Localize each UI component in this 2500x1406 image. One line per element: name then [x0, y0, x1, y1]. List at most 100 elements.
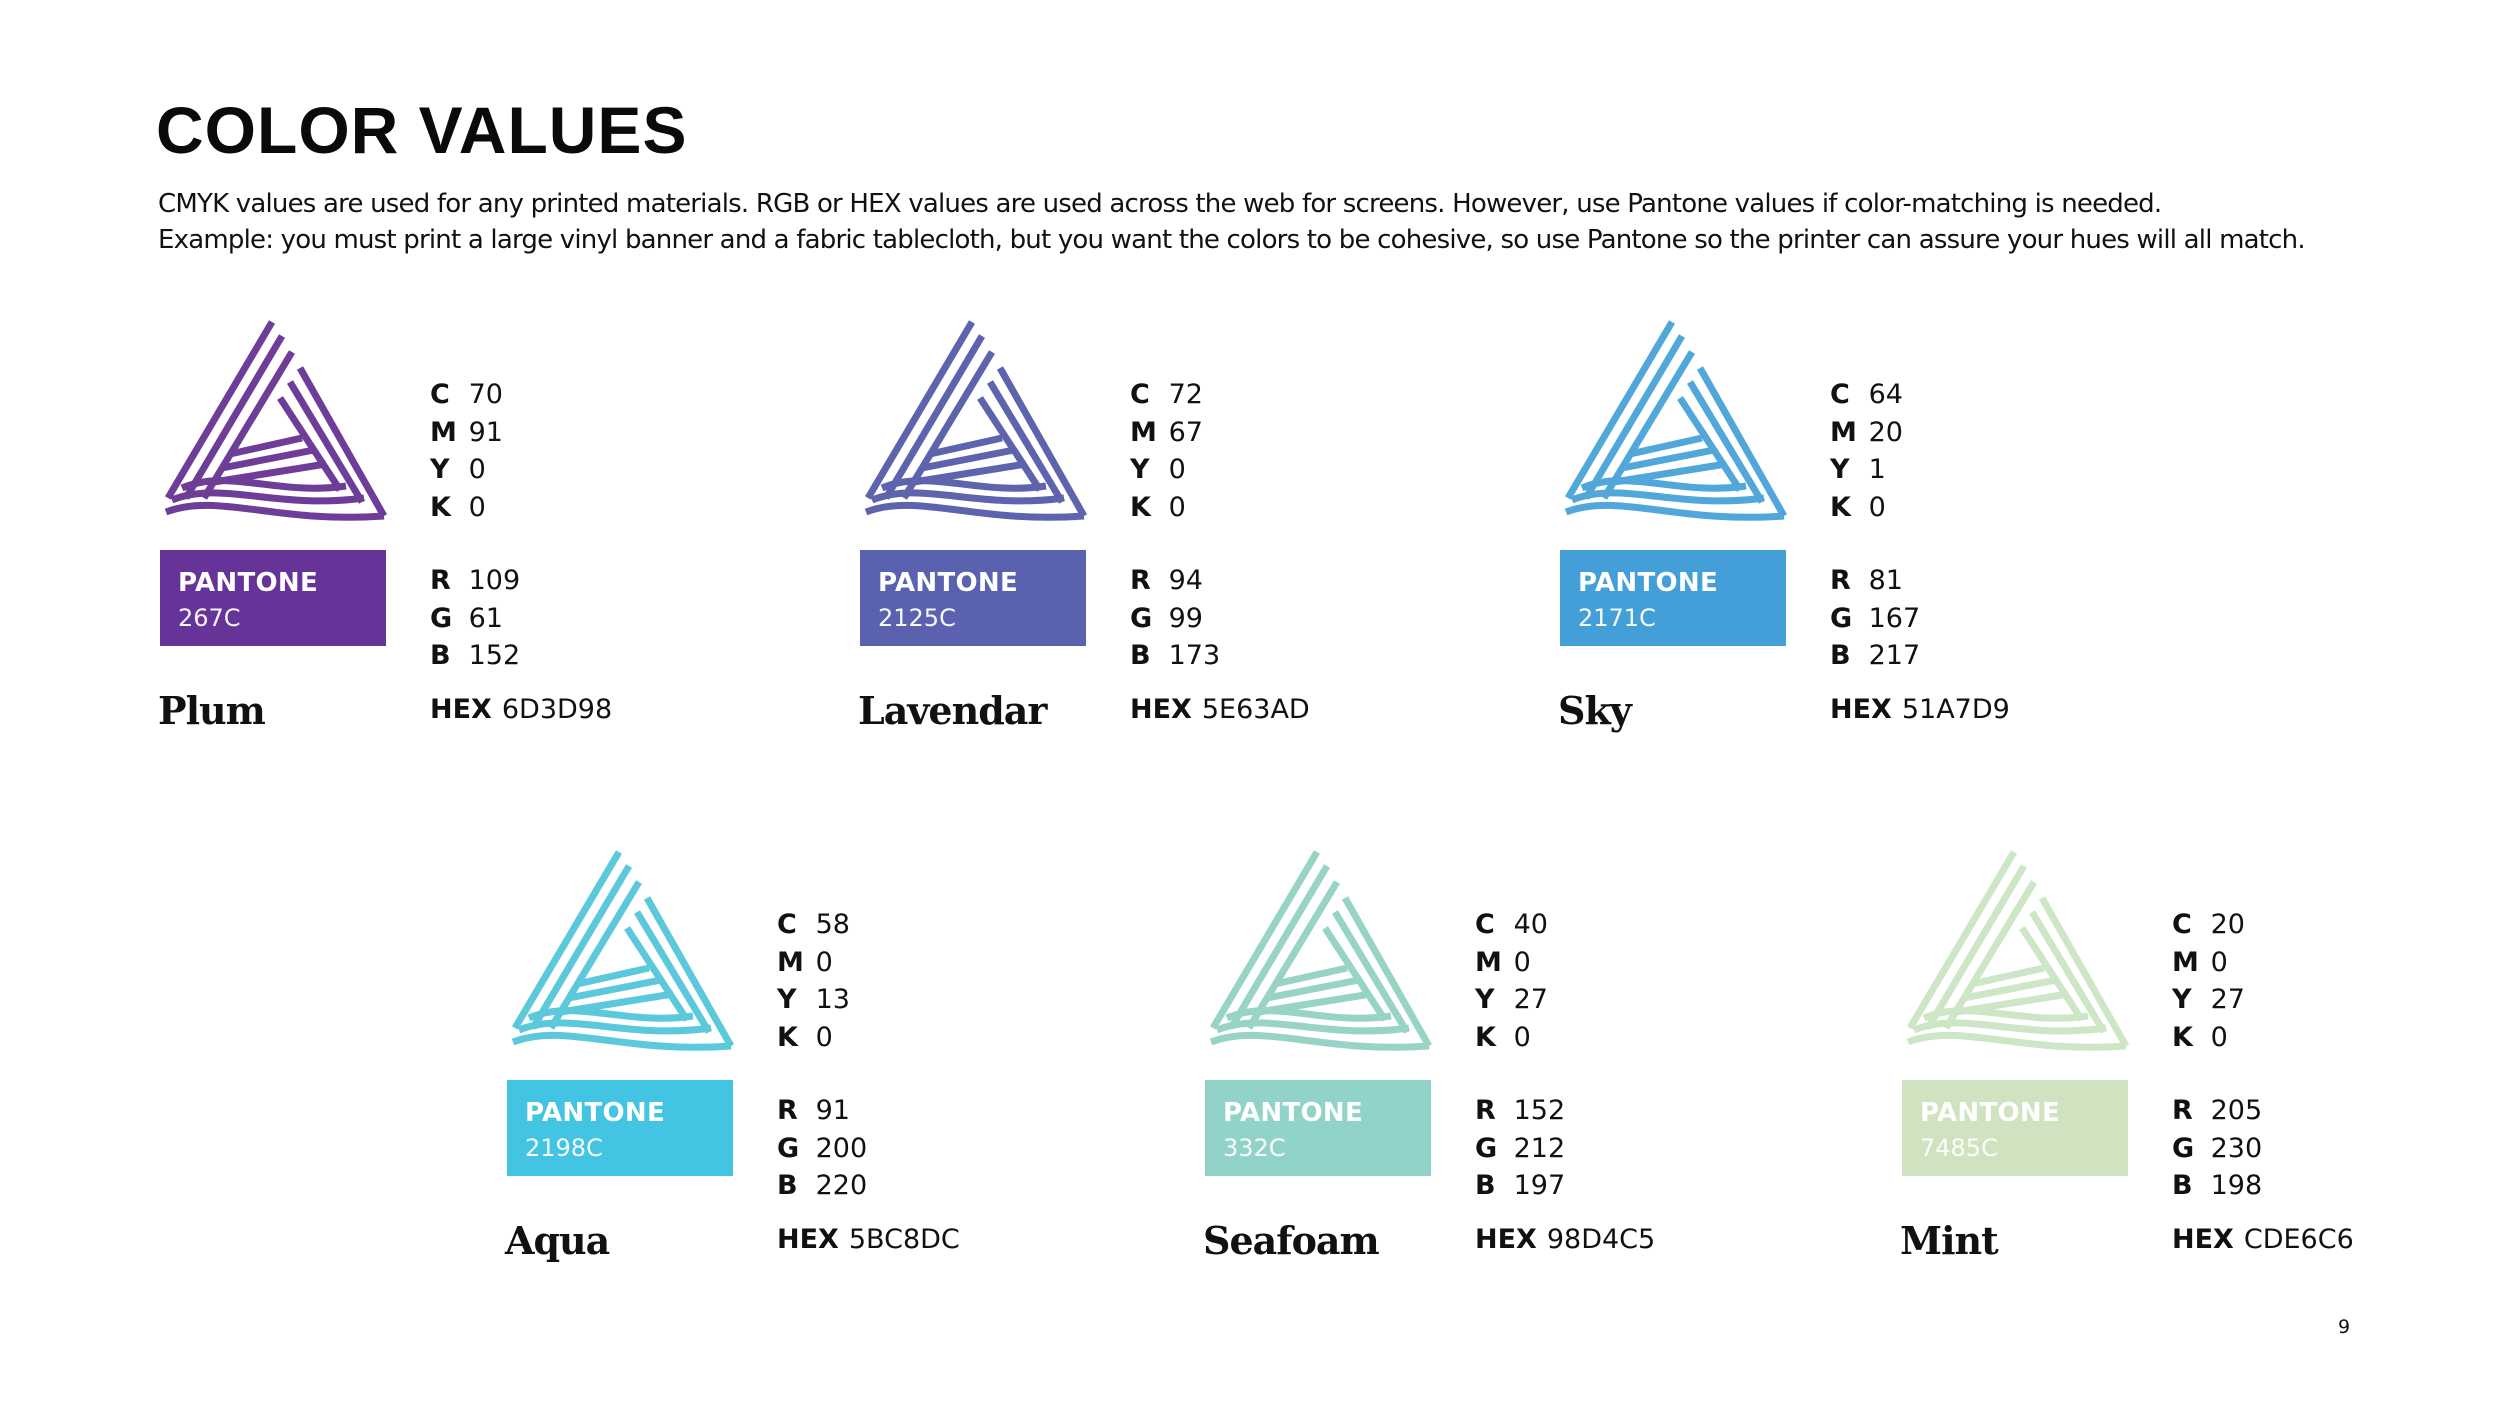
value-key: M — [1830, 416, 1857, 448]
black-value: K 0 — [1475, 1019, 1565, 1057]
value-key: R — [1830, 565, 1851, 596]
pantone-label: PANTONE — [1578, 568, 1719, 598]
triangle-wave-logo-icon — [1209, 850, 1433, 1051]
color-values: C 70 M 91 Y 0 K 0 R 109 G 61 B 152 — [430, 376, 520, 675]
color-swatch-lavendar: PANTONE 2125C Lavendar C 72 M 67 Y 0 K 0… — [858, 318, 1498, 758]
hex-value: HEX 5E63AD — [1130, 694, 1310, 725]
pantone-box: PANTONE 332C — [1205, 1080, 1431, 1176]
value-key: G — [1130, 602, 1153, 634]
color-values: C 20 M 0 Y 27 K 0 R 205 G 230 B 198 — [2172, 906, 2262, 1205]
red-value: R 91 — [777, 1092, 867, 1130]
black-value: K 0 — [777, 1019, 867, 1057]
magenta-value: M 67 — [1130, 414, 1220, 452]
description-line-2: Example: you must print a large vinyl ba… — [158, 225, 2306, 255]
cyan-value: C 64 — [1830, 376, 1920, 414]
pantone-label: PANTONE — [525, 1098, 666, 1128]
page-description: CMYK values are used for any printed mat… — [158, 186, 2458, 258]
value-key: Y — [1475, 984, 1495, 1015]
cyan-value: C 70 — [430, 376, 520, 414]
red-value: R 152 — [1475, 1092, 1565, 1130]
black-value: K 0 — [2172, 1019, 2262, 1057]
value-key: C — [1130, 379, 1150, 410]
triangle-wave-logo-icon — [164, 320, 388, 521]
pantone-label: PANTONE — [1920, 1098, 2061, 1128]
pantone-box: PANTONE 267C — [160, 550, 386, 646]
green-value: G 99 — [1130, 600, 1220, 638]
value-key: HEX — [430, 694, 492, 725]
value-key: C — [777, 909, 797, 940]
pantone-box: PANTONE 7485C — [1902, 1080, 2128, 1176]
value-key: G — [2172, 1132, 2195, 1164]
triangle-wave-logo-icon — [511, 850, 735, 1051]
pantone-code: 267C — [178, 604, 241, 632]
hex-value: HEX 51A7D9 — [1830, 694, 2010, 725]
pantone-code: 2198C — [525, 1134, 603, 1162]
value-key: C — [430, 379, 450, 410]
magenta-value: M 91 — [430, 414, 520, 452]
value-key: Y — [1130, 454, 1150, 485]
green-value: G 200 — [777, 1130, 867, 1168]
red-value: R 205 — [2172, 1092, 2262, 1130]
value-key: M — [1475, 946, 1502, 978]
value-key: G — [430, 602, 453, 634]
cyan-value: C 58 — [777, 906, 867, 944]
color-values: C 40 M 0 Y 27 K 0 R 152 G 212 B 197 — [1475, 906, 1565, 1205]
cyan-value: C 72 — [1130, 376, 1220, 414]
black-value: K 0 — [1130, 489, 1220, 527]
pantone-box: PANTONE 2198C — [507, 1080, 733, 1176]
value-key: M — [1130, 416, 1157, 448]
value-key: Y — [777, 984, 797, 1015]
triangle-wave-logo-icon — [1906, 850, 2130, 1051]
pantone-code: 332C — [1223, 1134, 1286, 1162]
value-key: B — [1130, 640, 1151, 671]
value-key: M — [2172, 946, 2199, 978]
hex-value: HEX 98D4C5 — [1475, 1224, 1656, 1255]
color-name: Mint — [1900, 1218, 1999, 1263]
blue-value: B 197 — [1475, 1167, 1565, 1205]
value-key: C — [1830, 379, 1850, 410]
value-key: C — [1475, 909, 1495, 940]
black-value: K 0 — [1830, 489, 1920, 527]
value-key: K — [430, 491, 451, 523]
description-line-1: CMYK values are used for any printed mat… — [158, 189, 2162, 219]
value-key: K — [1475, 1021, 1496, 1053]
color-values: C 58 M 0 Y 13 K 0 R 91 G 200 B 220 — [777, 906, 867, 1205]
red-value: R 109 — [430, 562, 520, 600]
value-key: G — [1475, 1132, 1498, 1164]
pantone-label: PANTONE — [178, 568, 319, 598]
green-value: G 230 — [2172, 1130, 2262, 1168]
magenta-value: M 20 — [1830, 414, 1920, 452]
value-key: HEX — [1830, 694, 1892, 725]
value-key: G — [777, 1132, 800, 1164]
pantone-code: 7485C — [1920, 1134, 1998, 1162]
value-key: C — [2172, 909, 2192, 940]
color-name: Sky — [1558, 688, 1632, 733]
red-value: R 94 — [1130, 562, 1220, 600]
green-value: G 61 — [430, 600, 520, 638]
yellow-value: Y 27 — [2172, 981, 2262, 1019]
value-key: K — [2172, 1021, 2193, 1053]
pantone-box: PANTONE 2125C — [860, 550, 1086, 646]
pantone-label: PANTONE — [878, 568, 1019, 598]
value-key: M — [430, 416, 457, 448]
black-value: K 0 — [430, 489, 520, 527]
yellow-value: Y 27 — [1475, 981, 1565, 1019]
green-value: G 212 — [1475, 1130, 1565, 1168]
value-key: R — [1130, 565, 1151, 596]
value-key: R — [430, 565, 451, 596]
color-values: C 64 M 20 Y 1 K 0 R 81 G 167 B 217 — [1830, 376, 1920, 675]
value-key: B — [430, 640, 451, 671]
magenta-value: M 0 — [1475, 944, 1565, 982]
blue-value: B 198 — [2172, 1167, 2262, 1205]
value-key: G — [1830, 602, 1853, 634]
hex-value: HEX CDE6C6 — [2172, 1224, 2354, 1255]
value-key: K — [777, 1021, 798, 1053]
blue-value: B 220 — [777, 1167, 867, 1205]
cyan-value: C 40 — [1475, 906, 1565, 944]
pantone-label: PANTONE — [1223, 1098, 1364, 1128]
value-key: HEX — [1475, 1224, 1537, 1255]
color-swatch-sky: PANTONE 2171C Sky C 64 M 20 Y 1 K 0 R 81… — [1558, 318, 2198, 758]
blue-value: B 217 — [1830, 637, 1920, 675]
value-key: B — [2172, 1170, 2193, 1201]
value-key: K — [1130, 491, 1151, 523]
